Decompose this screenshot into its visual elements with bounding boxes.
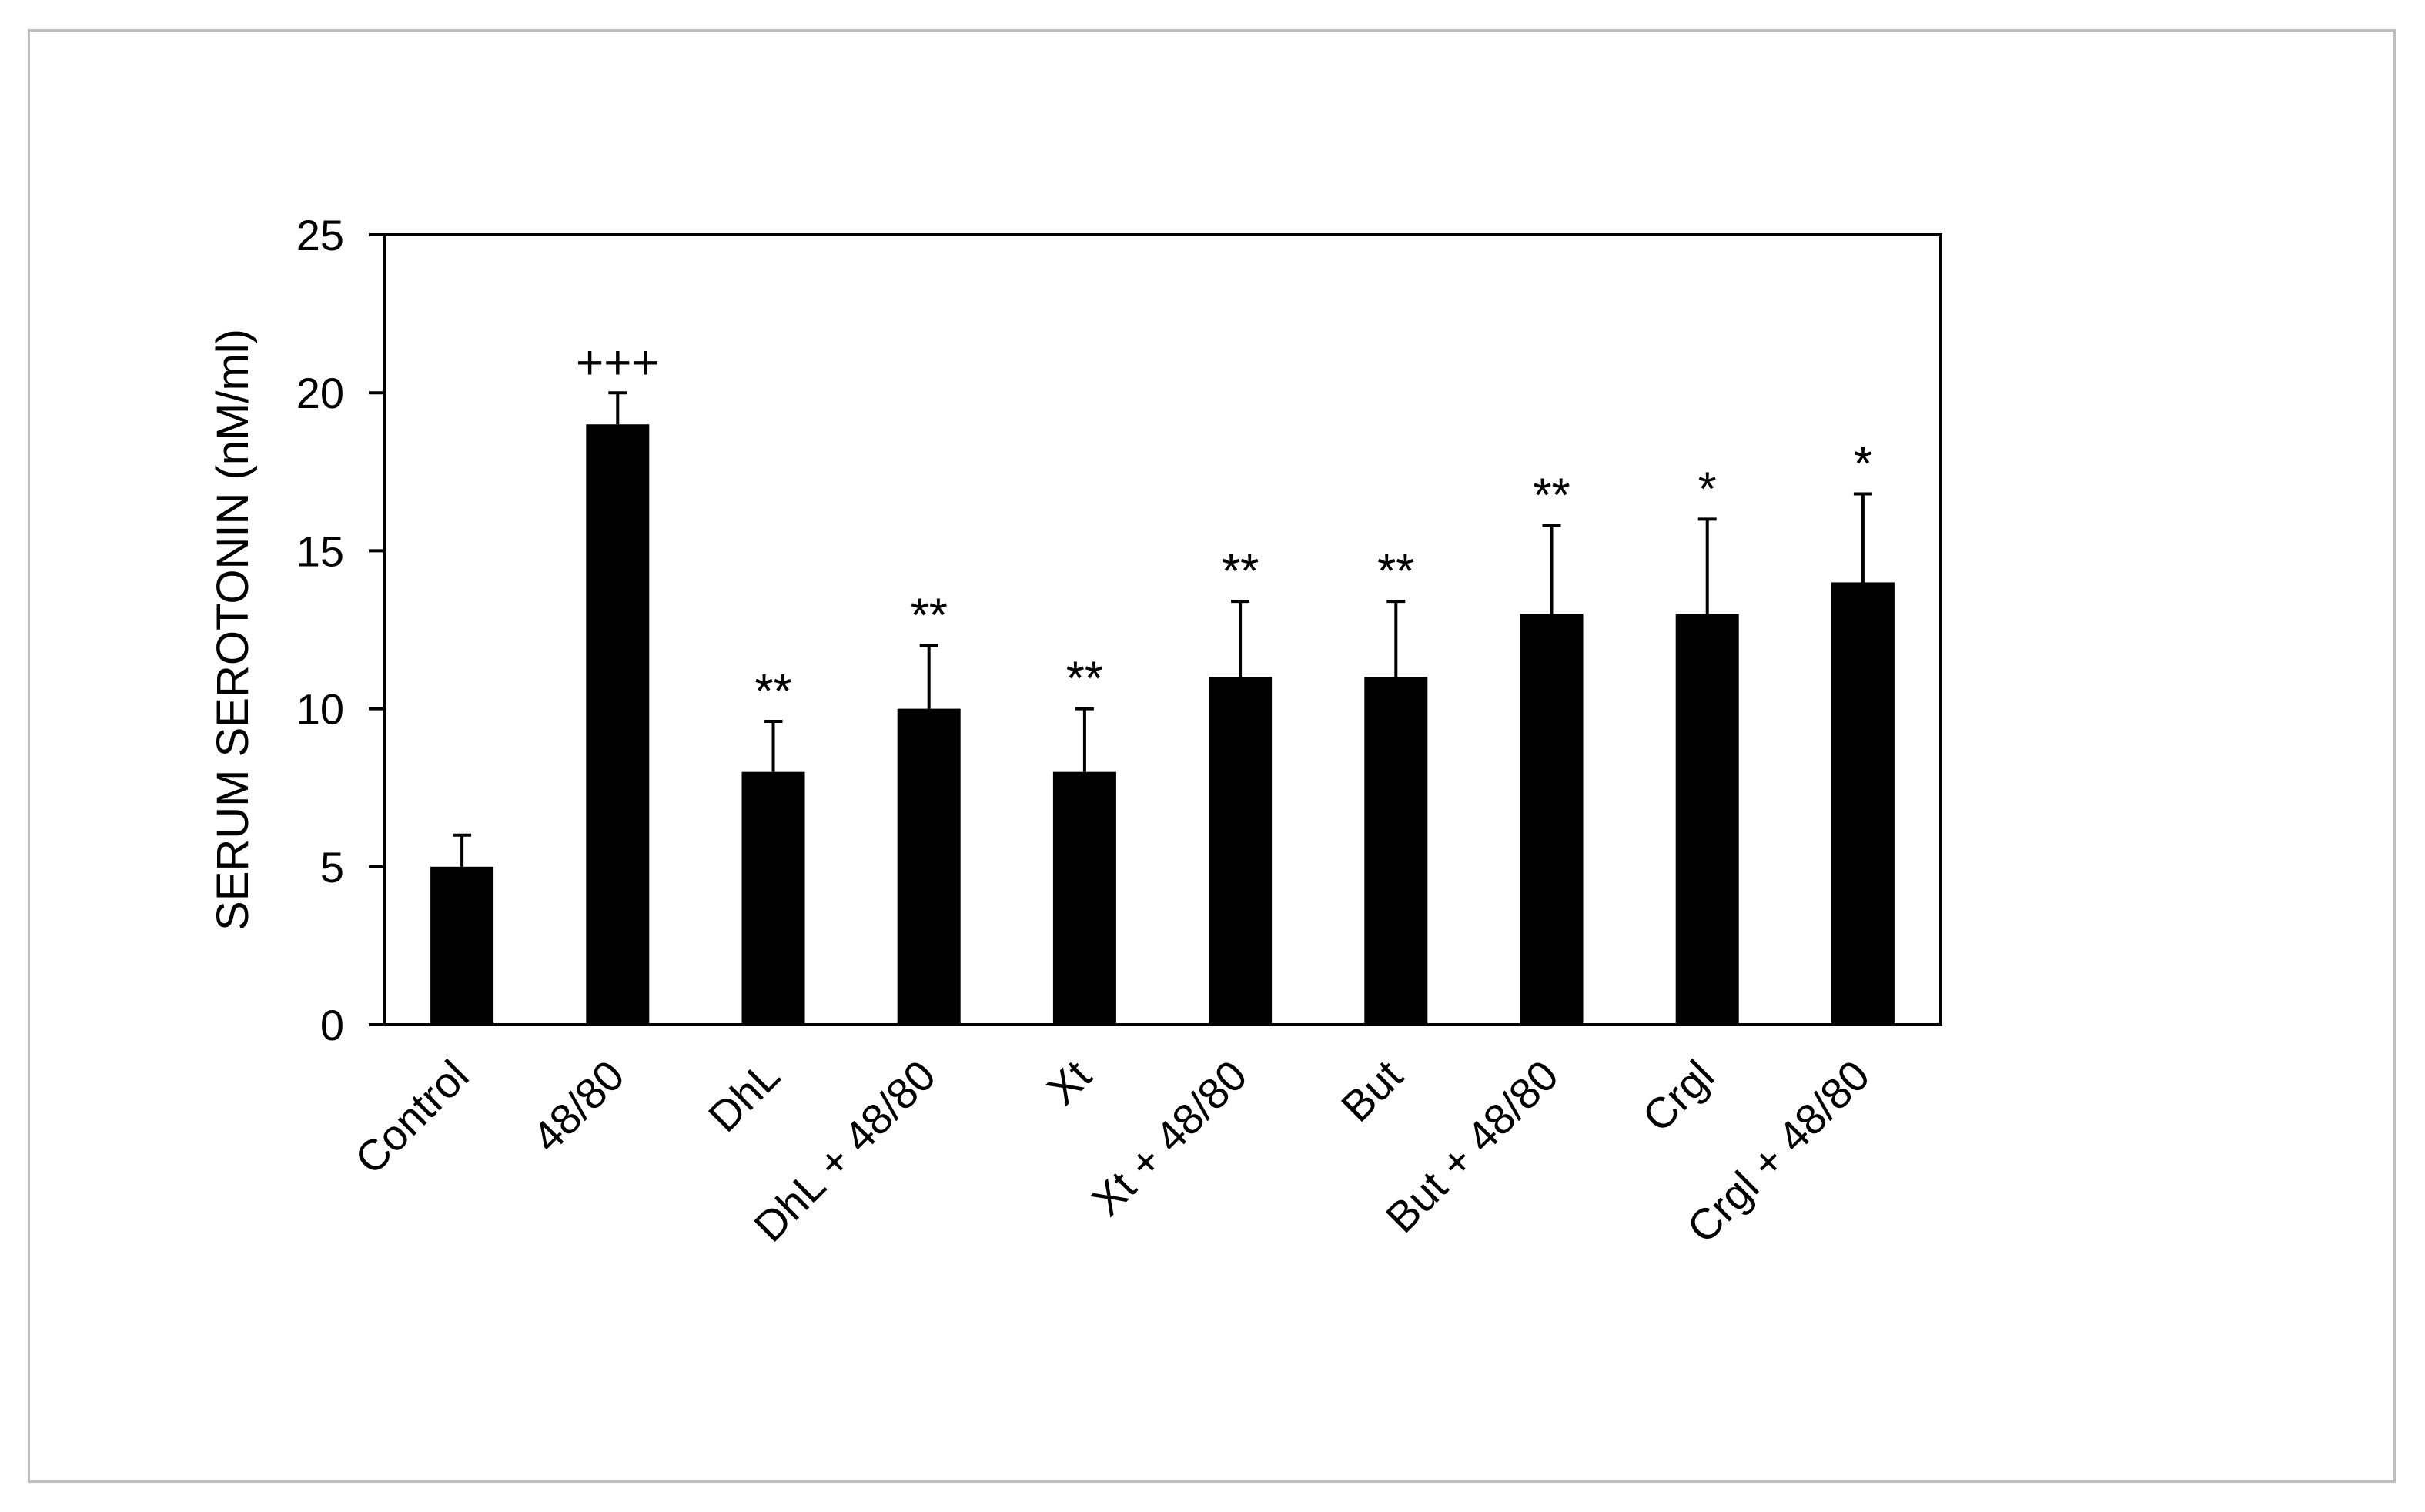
y-tick-label: 0 [320, 1001, 344, 1049]
y-axis-title: SERUM SEROTONIN (nM/ml) [208, 329, 258, 931]
significance-label: * [1854, 438, 1872, 491]
figure-frame [28, 29, 2396, 1483]
x-tick-label: Xt + 48/80 [1082, 1051, 1256, 1225]
significance-label: ** [1377, 545, 1414, 598]
bars [430, 424, 1895, 1025]
significance-label: * [1698, 463, 1717, 516]
bar [741, 771, 805, 1025]
bar [430, 866, 494, 1025]
significance-label: ** [911, 590, 948, 643]
significance-label: +++ [576, 336, 660, 390]
y-tick-label: 25 [296, 211, 344, 259]
significance-label: ** [754, 665, 791, 718]
y-tick-label: 10 [296, 685, 344, 734]
x-tick-label: But [1332, 1051, 1412, 1131]
bar [1364, 677, 1428, 1025]
bar [1052, 771, 1116, 1025]
bar [1831, 582, 1895, 1025]
x-tick-label: Control [345, 1051, 477, 1183]
x-tick-label: DhL [699, 1051, 789, 1141]
y-tick-label: 15 [296, 527, 344, 575]
significance-label: ** [1222, 545, 1259, 598]
bar [1209, 677, 1273, 1025]
x-tick-label: Crgl [1633, 1051, 1723, 1141]
y-tick-label: 20 [296, 369, 344, 417]
y-axis: 0 5 10 15 20 25 [296, 211, 384, 1049]
bar [1520, 614, 1584, 1025]
x-tick-label: Xt [1037, 1051, 1100, 1114]
bar [1675, 614, 1739, 1025]
error-bars [453, 391, 1872, 867]
bar [897, 708, 961, 1025]
y-tick-label: 5 [320, 843, 344, 891]
x-tick-label: 48/80 [523, 1051, 634, 1162]
significance-label: ** [1066, 653, 1103, 706]
plot-area [383, 233, 1942, 1026]
bar [586, 424, 650, 1025]
significance-annotations: +++******** **** * * [576, 336, 1872, 718]
significance-label: ** [1533, 470, 1570, 523]
